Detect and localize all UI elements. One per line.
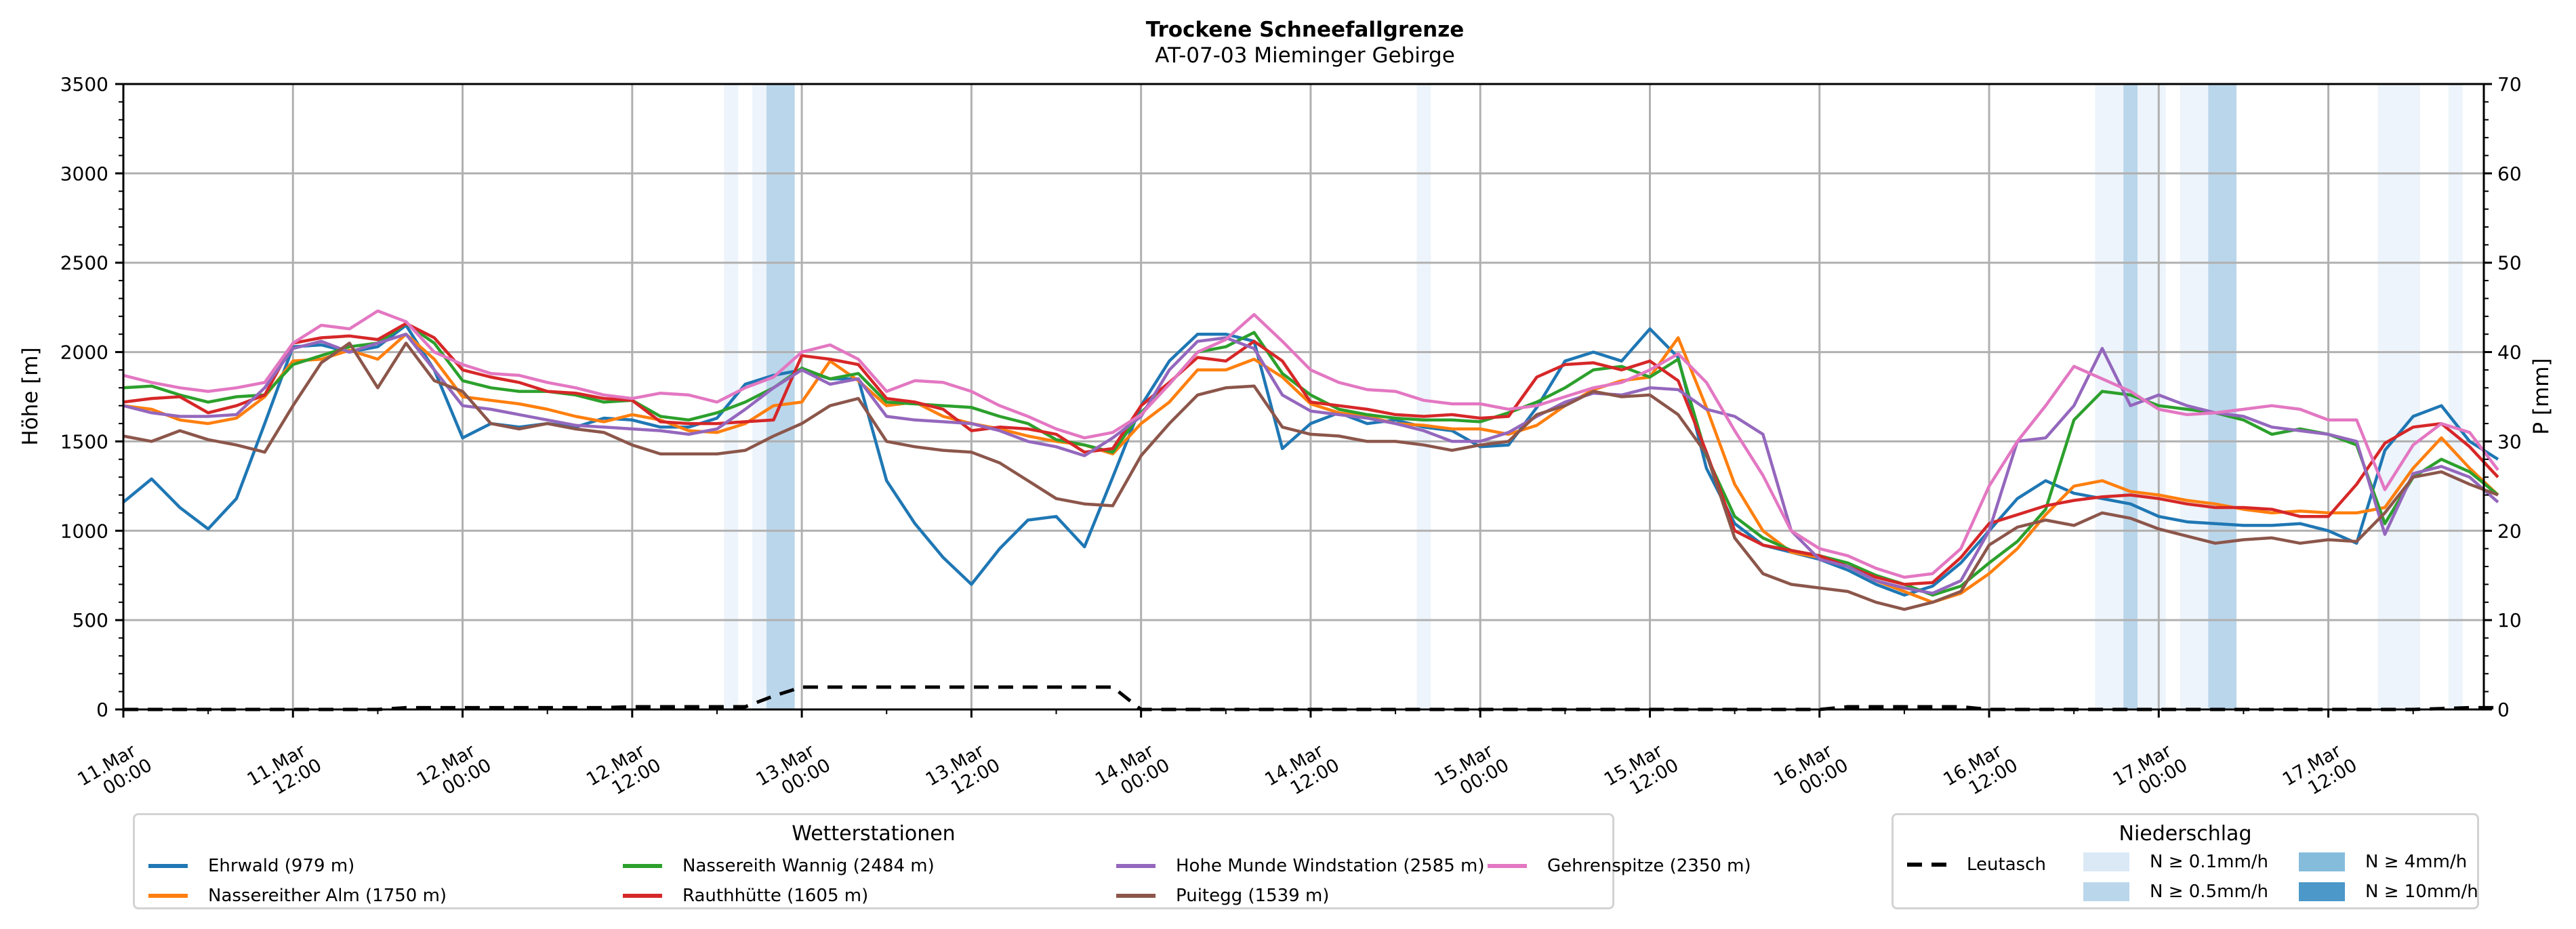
legend-precip: Niederschlag Leutasch N ≥ 0.1mm/h N ≥ 0.… xyxy=(1892,813,2479,909)
legend-item-precip-10: N ≥ 10mm/h xyxy=(2299,882,2478,902)
chart-title: Trockene Schneefallgrenze xyxy=(1145,18,1465,42)
y-right-tick-label: 40 xyxy=(2497,342,2522,364)
x-tick-label: 11.Mar00:00 xyxy=(74,737,155,800)
y-right-tick-label: 60 xyxy=(2497,163,2522,185)
series-line xyxy=(123,332,2499,595)
legend-item-station: Hohe Munde Windstation (2585 m) xyxy=(1116,856,1484,876)
x-tick-label: 13.Mar00:00 xyxy=(752,737,834,800)
series-line xyxy=(122,323,2499,597)
y-tick-label: 2500 xyxy=(60,252,108,274)
line-swatch xyxy=(148,864,188,868)
legend-label: Rauthhütte (1605 m) xyxy=(682,886,869,906)
x-tick-label: 16.Mar00:00 xyxy=(1770,737,1852,800)
precip-band xyxy=(2180,84,2209,709)
precip-band xyxy=(766,84,795,709)
x-tick-label: 15.Mar12:00 xyxy=(1601,737,1682,800)
precip-band xyxy=(2123,84,2138,709)
legend-label: N ≥ 0.5mm/h xyxy=(2150,882,2269,902)
series-line xyxy=(123,332,2499,604)
legend-label: Ehrwald (979 m) xyxy=(208,856,355,876)
x-tick-label: 14.Mar00:00 xyxy=(1092,737,1173,800)
legend-item-station: Nassereith Wannig (2484 m) xyxy=(623,856,935,876)
color-swatch xyxy=(2083,882,2129,901)
legend-item-precip-01: N ≥ 0.1mm/h xyxy=(2083,852,2268,872)
x-tick-label: 14.Mar12:00 xyxy=(1261,737,1343,800)
y-right-tick-label: 30 xyxy=(2497,430,2522,453)
plot-frame xyxy=(122,83,2485,711)
y-tick-label: 2000 xyxy=(60,342,108,364)
y-right-tick-label: 10 xyxy=(2497,609,2522,632)
legend-label: Nassereither Alm (1750 m) xyxy=(208,886,447,906)
line-swatch xyxy=(1116,864,1156,868)
legend-item-station: Gehrenspitze (2350 m) xyxy=(1488,856,1751,876)
y-right-tick-label: 50 xyxy=(2497,252,2522,274)
x-tick-label: 12.Mar00:00 xyxy=(413,737,495,800)
line-swatch xyxy=(1116,894,1156,898)
color-swatch xyxy=(2299,852,2345,871)
x-tick-label: 15.Mar00:00 xyxy=(1431,737,1513,800)
legend-item-station: Puitegg (1539 m) xyxy=(1116,886,1329,906)
legend-item-station: Ehrwald (979 m) xyxy=(148,856,354,876)
color-swatch xyxy=(2299,882,2345,901)
chart-canvas: 0 500 1000 1500 2000 2500 3000 3500 0 10 20 30 40 50 6… xyxy=(18,73,2554,800)
line-swatch xyxy=(623,864,662,868)
legend-label: N ≥ 10mm/h xyxy=(2365,882,2478,902)
line-swatch xyxy=(148,894,188,898)
precip-band xyxy=(2377,84,2421,709)
y-tick-label: 3000 xyxy=(60,163,108,185)
y-tick-label: 1500 xyxy=(60,430,108,453)
legend-label: Puitegg (1539 m) xyxy=(1176,886,1330,906)
y-tick-label: 0 xyxy=(96,699,108,721)
y-tick-label: 500 xyxy=(73,609,108,632)
series-line xyxy=(123,342,2499,611)
legend-item-precip-4: N ≥ 4mm/h xyxy=(2299,852,2467,872)
y-tick-label: 1000 xyxy=(60,520,108,542)
y-axis-right-label: P [mm] xyxy=(2529,358,2554,434)
legend-label: Hohe Munde Windstation (2585 m) xyxy=(1176,856,1485,876)
legend-label: Leutasch xyxy=(1967,854,2046,875)
x-tick-label: 11.Mar12:00 xyxy=(244,737,325,800)
legend-item-leutasch: Leutasch xyxy=(1907,854,2046,875)
legend-item-station: Rauthhütte (1605 m) xyxy=(623,886,868,906)
precip-bands xyxy=(724,84,2463,709)
x-tick-label: 16.Mar12:00 xyxy=(1940,737,2021,800)
y-axis-label: Höhe [m] xyxy=(18,347,43,445)
legend-label: Gehrenspitze (2350 m) xyxy=(1547,856,1751,876)
series-line xyxy=(123,322,2499,586)
legend-stations-title: Wetterstationen xyxy=(792,822,956,846)
x-tick-label: 13.Mar12:00 xyxy=(922,737,1004,800)
series-line xyxy=(123,322,2499,597)
legend-label: Nassereith Wannig (2484 m) xyxy=(682,856,935,876)
x-tick-label: 17.Mar12:00 xyxy=(2279,737,2360,800)
color-swatch xyxy=(2083,852,2129,871)
x-tick-label: 17.Mar00:00 xyxy=(2110,737,2191,800)
series-lines xyxy=(122,309,2499,711)
y-right-tick-label: 70 xyxy=(2497,73,2522,96)
chart-subtitle: AT-07-03 Mieminger Gebirge xyxy=(1155,43,1455,68)
line-swatch xyxy=(623,894,662,898)
precip-band xyxy=(2095,84,2124,709)
line-swatch xyxy=(1488,864,1527,868)
precip-band xyxy=(724,84,739,709)
precip-band xyxy=(1416,84,1431,709)
legend-stations: Wetterstationen Ehrwald (979 m) Nassereit… xyxy=(133,813,1751,909)
y-right-tick-label: 0 xyxy=(2497,699,2510,721)
x-tick-label: 12.Mar12:00 xyxy=(583,737,664,800)
legend-label: N ≥ 4mm/h xyxy=(2365,852,2468,872)
precip-band xyxy=(2448,84,2463,709)
dashed-line-swatch xyxy=(1907,863,1946,867)
legend-label: N ≥ 0.1mm/h xyxy=(2150,852,2269,872)
legend-item-precip-05: N ≥ 0.5mm/h xyxy=(2083,882,2268,902)
precip-band xyxy=(2208,84,2237,709)
series-line xyxy=(123,309,2499,579)
y-right-tick-label: 20 xyxy=(2497,520,2522,542)
y-tick-label: 3500 xyxy=(60,73,108,96)
legend-precip-title: Niederschlag xyxy=(2119,822,2252,846)
legend-item-station: Nassereither Alm (1750 m) xyxy=(148,886,447,906)
